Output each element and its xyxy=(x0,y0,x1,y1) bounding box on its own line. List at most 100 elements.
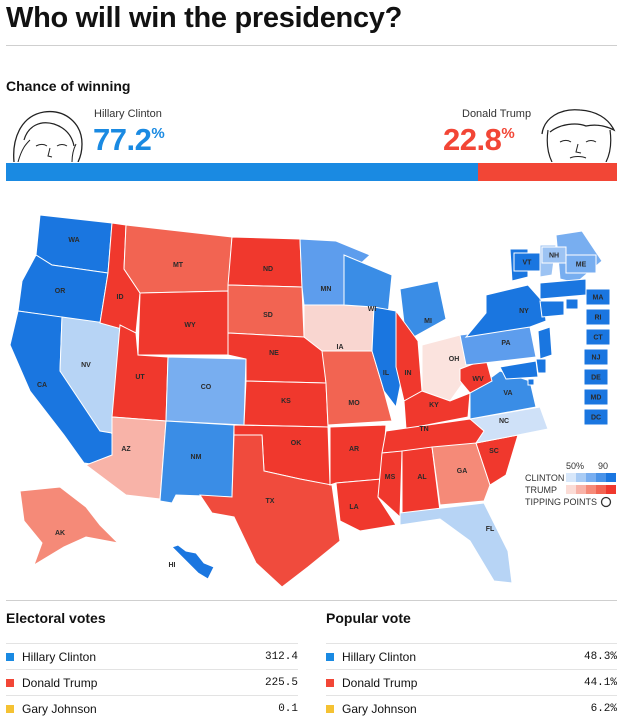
state-sd[interactable] xyxy=(227,284,305,338)
state-label-nd: ND xyxy=(263,266,273,273)
state-md[interactable] xyxy=(499,360,539,380)
state-label-wy: WY xyxy=(184,322,196,329)
state-ny[interactable] xyxy=(464,284,547,338)
state-ga[interactable] xyxy=(431,442,491,506)
state-box-ma[interactable] xyxy=(585,288,611,306)
legend-trump-label: TRUMP xyxy=(525,485,557,495)
popular-vote-value: 44.1% xyxy=(583,677,617,689)
state-label-ut: UT xyxy=(135,374,145,381)
row-divider xyxy=(326,695,617,696)
state-label-co: CO xyxy=(201,384,212,391)
legend-trump-swatch xyxy=(566,485,576,494)
state-label-al: AL xyxy=(417,474,427,481)
state-label-id: ID xyxy=(117,294,124,301)
candidate-name: Gary Johnson xyxy=(22,702,97,716)
state-box-vt[interactable] xyxy=(513,252,541,272)
state-nd[interactable] xyxy=(227,236,303,288)
state-dc[interactable] xyxy=(527,378,535,386)
candidate-color-swatch xyxy=(6,653,14,661)
state-box-dc[interactable] xyxy=(583,408,609,426)
trump-bar-segment xyxy=(477,163,617,181)
state-label-ri: RI xyxy=(595,315,602,322)
popular-vote-value: 6.2% xyxy=(590,703,617,715)
win-probability-bar xyxy=(6,163,617,181)
state-label-ne: NE xyxy=(269,350,279,357)
state-label-md: MD xyxy=(591,395,602,402)
legend-trump-swatch xyxy=(606,485,616,494)
state-box-ri[interactable] xyxy=(585,308,611,326)
state-wy[interactable] xyxy=(137,290,229,356)
clinton-chance: 77.2% xyxy=(93,122,165,157)
state-nm[interactable] xyxy=(159,420,235,504)
state-co[interactable] xyxy=(165,356,247,426)
state-label-in: IN xyxy=(405,370,412,377)
state-hi[interactable] xyxy=(171,544,215,580)
trump-chance: 22.8% xyxy=(443,122,515,157)
candidate-color-swatch xyxy=(326,705,334,713)
state-label-la: LA xyxy=(349,504,358,511)
state-nc[interactable] xyxy=(468,406,549,444)
state-label-vt: VT xyxy=(523,260,533,267)
state-oh[interactable] xyxy=(421,334,471,402)
state-label-nv: NV xyxy=(81,362,91,369)
state-box-me[interactable] xyxy=(565,254,597,274)
state-label-de: DE xyxy=(591,375,601,382)
state-ak[interactable] xyxy=(19,486,120,567)
state-box-ct[interactable] xyxy=(585,328,611,346)
candidate-name: Hillary Clinton xyxy=(22,650,97,664)
electoral-vote-row: Hillary Clinton 312.4 xyxy=(6,644,298,670)
popular-vote-row: Hillary Clinton 48.3% xyxy=(326,644,617,670)
legend-clinton-swatch xyxy=(576,473,586,482)
state-label-nh: NH xyxy=(549,253,559,260)
state-label-tn: TN xyxy=(419,426,428,433)
map-divider xyxy=(6,600,617,601)
state-ct[interactable] xyxy=(539,300,565,318)
state-label-nj: NJ xyxy=(592,355,601,362)
state-box-de[interactable] xyxy=(583,368,609,386)
candidate-color-swatch xyxy=(326,679,334,687)
state-box-nj[interactable] xyxy=(583,348,609,366)
legend-trump-swatch xyxy=(576,485,586,494)
row-divider xyxy=(6,695,298,696)
popular-vote-value: 48.3% xyxy=(583,651,617,663)
legend-clinton-swatch xyxy=(596,473,606,482)
legend-pct-high: 90 xyxy=(598,461,608,471)
electoral-vote-row: Gary Johnson 0.1 xyxy=(6,696,298,722)
state-tx[interactable] xyxy=(199,434,341,588)
clinton-name: Hillary Clinton xyxy=(94,108,162,120)
legend-clinton-swatch xyxy=(566,473,576,482)
state-fl[interactable] xyxy=(399,502,513,584)
state-label-oh: OH xyxy=(449,356,460,363)
state-label-tx: TX xyxy=(266,498,275,505)
state-label-ca: CA xyxy=(37,382,47,389)
state-label-wv: WV xyxy=(472,376,484,383)
state-label-dc: DC xyxy=(591,415,601,422)
state-label-ar: AR xyxy=(349,446,359,453)
state-label-ga: GA xyxy=(457,468,468,475)
legend-tipping-label: TIPPING POINTS xyxy=(525,497,597,507)
state-nj[interactable] xyxy=(537,326,553,360)
electoral-vote-row: Donald Trump 225.5 xyxy=(6,670,298,696)
state-label-ks: KS xyxy=(281,398,291,405)
state-label-sc: SC xyxy=(489,448,499,455)
state-ar[interactable] xyxy=(329,424,387,486)
popular-vote-row: Donald Trump 44.1% xyxy=(326,670,617,696)
chance-heading: Chance of winning xyxy=(6,78,131,94)
state-label-mi: MI xyxy=(424,318,432,325)
clinton-portrait-icon xyxy=(13,110,83,162)
candidate-color-swatch xyxy=(6,705,14,713)
state-box-md[interactable] xyxy=(583,388,609,406)
legend-clinton-label: CLINTON xyxy=(525,473,564,483)
state-ma[interactable] xyxy=(539,278,587,300)
row-divider xyxy=(6,669,298,670)
state-mt[interactable] xyxy=(123,224,233,294)
state-ri[interactable] xyxy=(565,298,579,310)
electoral-vote-value: 225.5 xyxy=(264,677,298,689)
candidate-name: Gary Johnson xyxy=(342,702,417,716)
state-label-me: ME xyxy=(576,262,587,269)
page-title: Who will win the presidency? xyxy=(6,2,403,34)
row-divider xyxy=(326,643,617,644)
state-mi[interactable] xyxy=(399,280,447,340)
row-divider xyxy=(6,643,298,644)
row-divider xyxy=(326,669,617,670)
